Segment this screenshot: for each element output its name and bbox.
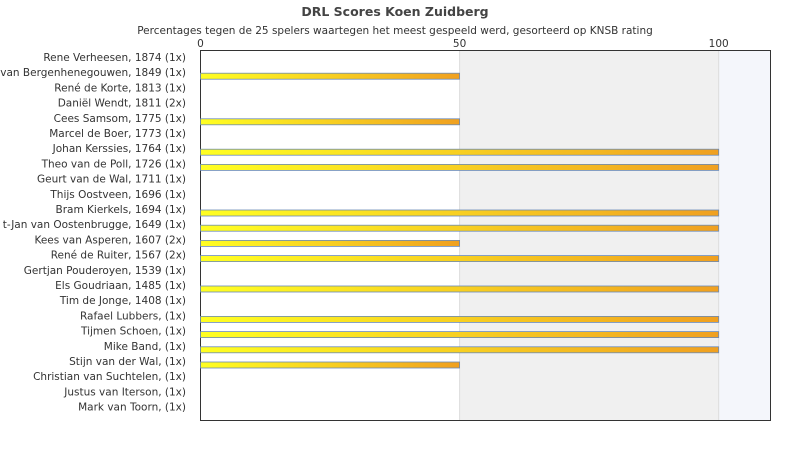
bars xyxy=(200,72,720,369)
grid-lines xyxy=(459,50,720,421)
y-category-label: Mike Band, (1x) xyxy=(104,341,186,353)
y-category-label: Daniël Wendt, 1811 (2x) xyxy=(58,98,186,110)
bar xyxy=(200,331,720,339)
y-category-label: Thijs Oostveen, 1696 (1x) xyxy=(49,189,186,201)
y-category-label: Marcel de Boer, 1773 (1x) xyxy=(49,128,186,140)
y-category-label: Rene Verheesen, 1874 (1x) xyxy=(43,52,186,64)
plot-frame xyxy=(200,50,771,421)
x-tick-label: 100 xyxy=(709,38,729,50)
y-category-label: Johan Kerssies, 1764 (1x) xyxy=(52,143,186,155)
bar xyxy=(200,361,460,369)
y-category-label: van Bergenhenegouwen, 1849 (1x) xyxy=(0,67,186,79)
bar xyxy=(200,163,720,171)
y-category-label: Cees Samsom, 1775 (1x) xyxy=(54,113,186,125)
x-tick-label: 50 xyxy=(453,38,466,50)
y-category-label: Geurt van de Wal, 1711 (1x) xyxy=(37,174,186,186)
y-axis-labels: Rene Verheesen, 1874 (1x) van Bergenheneg… xyxy=(0,52,186,414)
y-category-label: Bram Kierkels, 1694 (1x) xyxy=(56,204,186,216)
bar xyxy=(200,346,720,354)
y-category-label: Theo van de Poll, 1726 (1x) xyxy=(41,158,186,170)
background-band xyxy=(718,50,771,421)
y-category-label: Stijn van der Wal, (1x) xyxy=(69,356,186,368)
y-category-label: Kees van Asperen, 1607 (2x) xyxy=(34,234,186,246)
bar xyxy=(200,224,720,232)
y-category-label: Tim de Jonge, 1408 (1x) xyxy=(59,295,186,307)
background-band xyxy=(459,50,719,421)
bar xyxy=(200,315,720,323)
y-category-label: Gertjan Pouderoyen, 1539 (1x) xyxy=(24,265,186,277)
bar xyxy=(200,72,460,80)
y-category-label: René de Korte, 1813 (1x) xyxy=(54,82,186,94)
y-category-label: t-Jan van Oostenbrugge, 1649 (1x) xyxy=(3,219,186,231)
chart-subtitle: Percentages tegen de 25 spelers waartege… xyxy=(137,25,653,37)
chart-title: DRL Scores Koen Zuidberg xyxy=(301,4,489,19)
background-band xyxy=(200,50,460,421)
y-category-label: Rafael Lubbers, (1x) xyxy=(80,310,186,322)
y-category-label: Justus van Iterson, (1x) xyxy=(63,386,186,398)
y-category-label: Els Goudriaan, 1485 (1x) xyxy=(55,280,186,292)
bar xyxy=(200,148,720,156)
bar xyxy=(200,239,460,247)
bar xyxy=(200,255,720,263)
x-axis-ticks: 0 50 100 xyxy=(197,38,729,50)
y-category-label: Christian van Suchtelen, (1x) xyxy=(33,371,186,383)
bar xyxy=(200,285,720,293)
x-tick-label: 0 xyxy=(197,38,204,50)
y-category-label: René de Ruiter, 1567 (2x) xyxy=(51,250,186,262)
plot-background xyxy=(200,50,771,421)
y-category-label: Tijmen Schoen, (1x) xyxy=(80,326,186,338)
bar xyxy=(200,118,460,126)
bar xyxy=(200,209,720,217)
y-category-label: Mark van Toorn, (1x) xyxy=(78,402,186,414)
